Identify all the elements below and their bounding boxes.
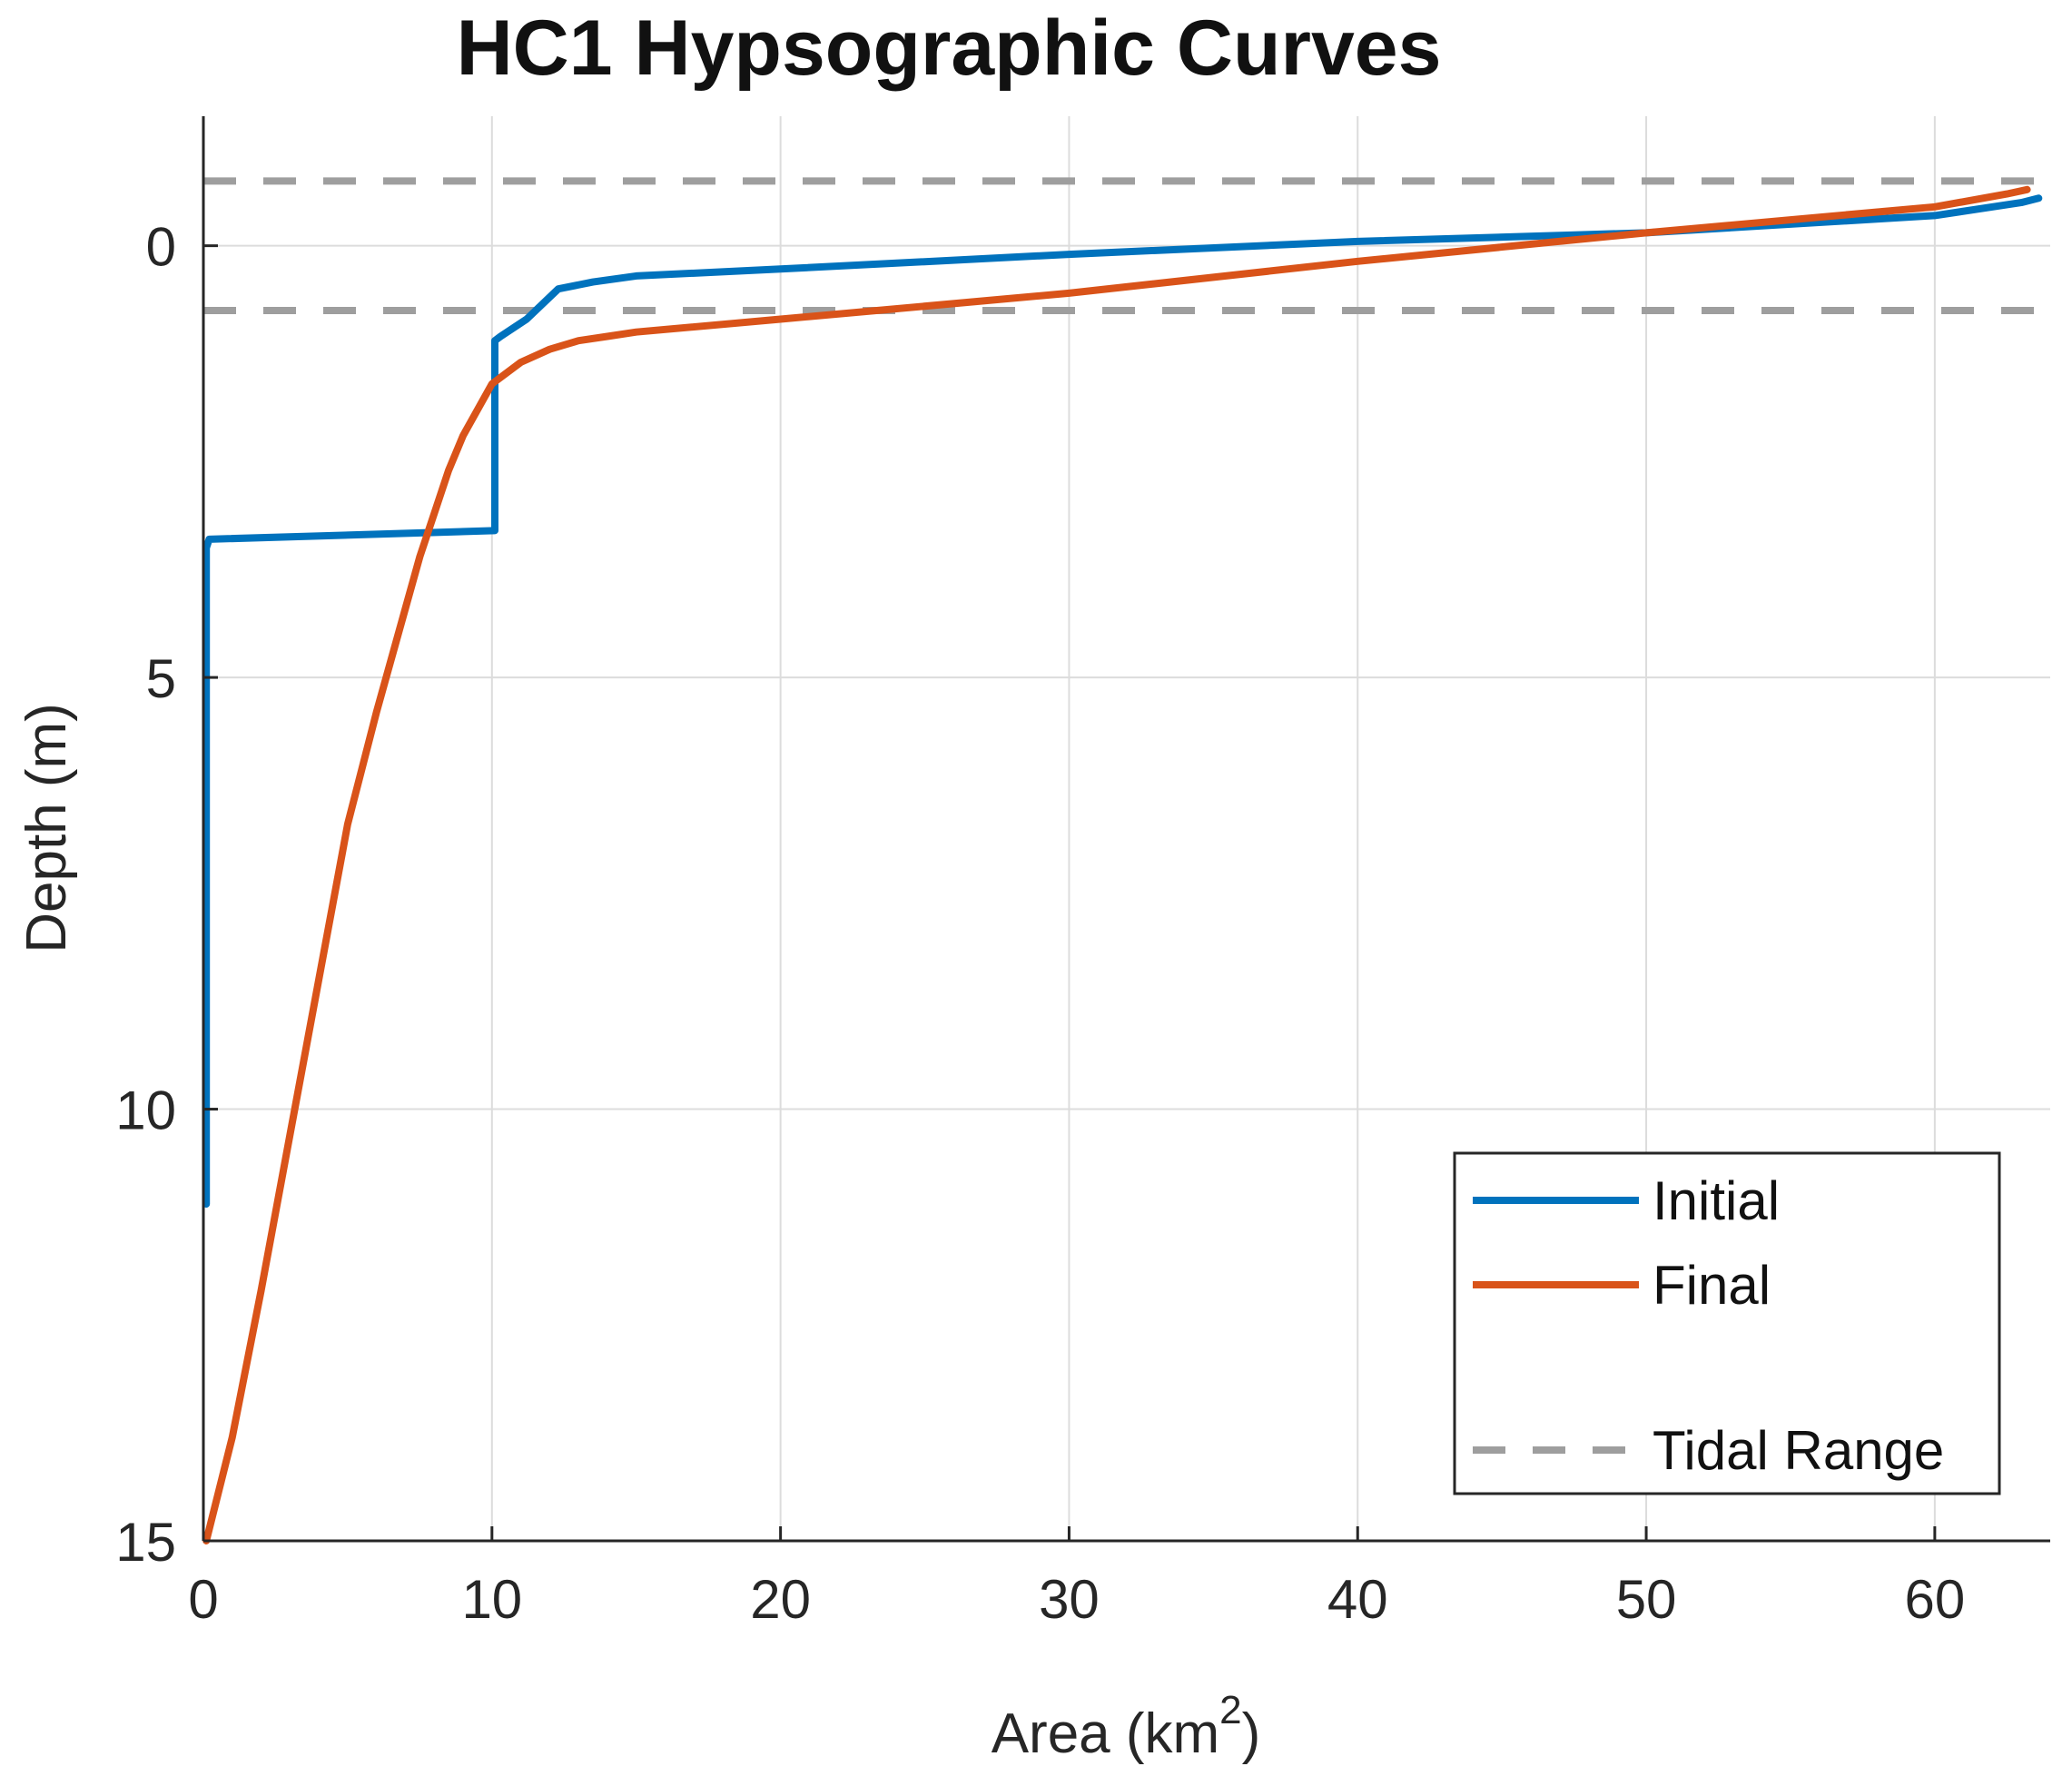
- x-tick-labels: 0 10 20 30 40 50 60: [188, 1526, 1965, 1630]
- series-line-final: [202, 185, 2031, 1544]
- x-axis-label-superscript: 2: [1219, 1688, 1241, 1732]
- y-tick-label-5: 5: [146, 648, 176, 709]
- x-tick-label-40: 40: [1327, 1569, 1388, 1630]
- y-tick-label-0: 0: [146, 217, 176, 278]
- legend-label-tidal-range: Tidal Range: [1653, 1420, 1944, 1481]
- x-tick-label-20: 20: [750, 1569, 811, 1630]
- x-tick-label-30: 30: [1039, 1569, 1100, 1630]
- y-tick-label-10: 10: [115, 1080, 176, 1141]
- x-axis-label-close: ): [1242, 1702, 1261, 1765]
- x-tick-label-50: 50: [1616, 1569, 1677, 1630]
- y-axis-label: Depth (m): [15, 703, 78, 953]
- legend-label-final: Final: [1653, 1255, 1771, 1316]
- data-series: [202, 185, 2043, 1544]
- x-tick-label-10: 10: [461, 1569, 522, 1630]
- legend-box: [1453, 1151, 2001, 1495]
- x-tick-label-60: 60: [1905, 1569, 1966, 1630]
- y-tick-labels: 0 5 10 15: [115, 217, 218, 1573]
- x-tick-label-0: 0: [188, 1569, 218, 1630]
- axes: [202, 116, 2050, 1543]
- x-axis-label: Area (km2): [992, 1688, 1261, 1765]
- y-tick-label-15: 15: [115, 1512, 176, 1573]
- legend-label-initial: Initial: [1653, 1170, 1780, 1231]
- chart-title: HC1 Hypsographic Curves: [457, 5, 1442, 92]
- x-axis-label-text: Area (km: [992, 1702, 1219, 1765]
- tidal-range-lines: [203, 177, 2050, 314]
- legend: Initial Final Tidal Range: [1453, 1151, 2001, 1495]
